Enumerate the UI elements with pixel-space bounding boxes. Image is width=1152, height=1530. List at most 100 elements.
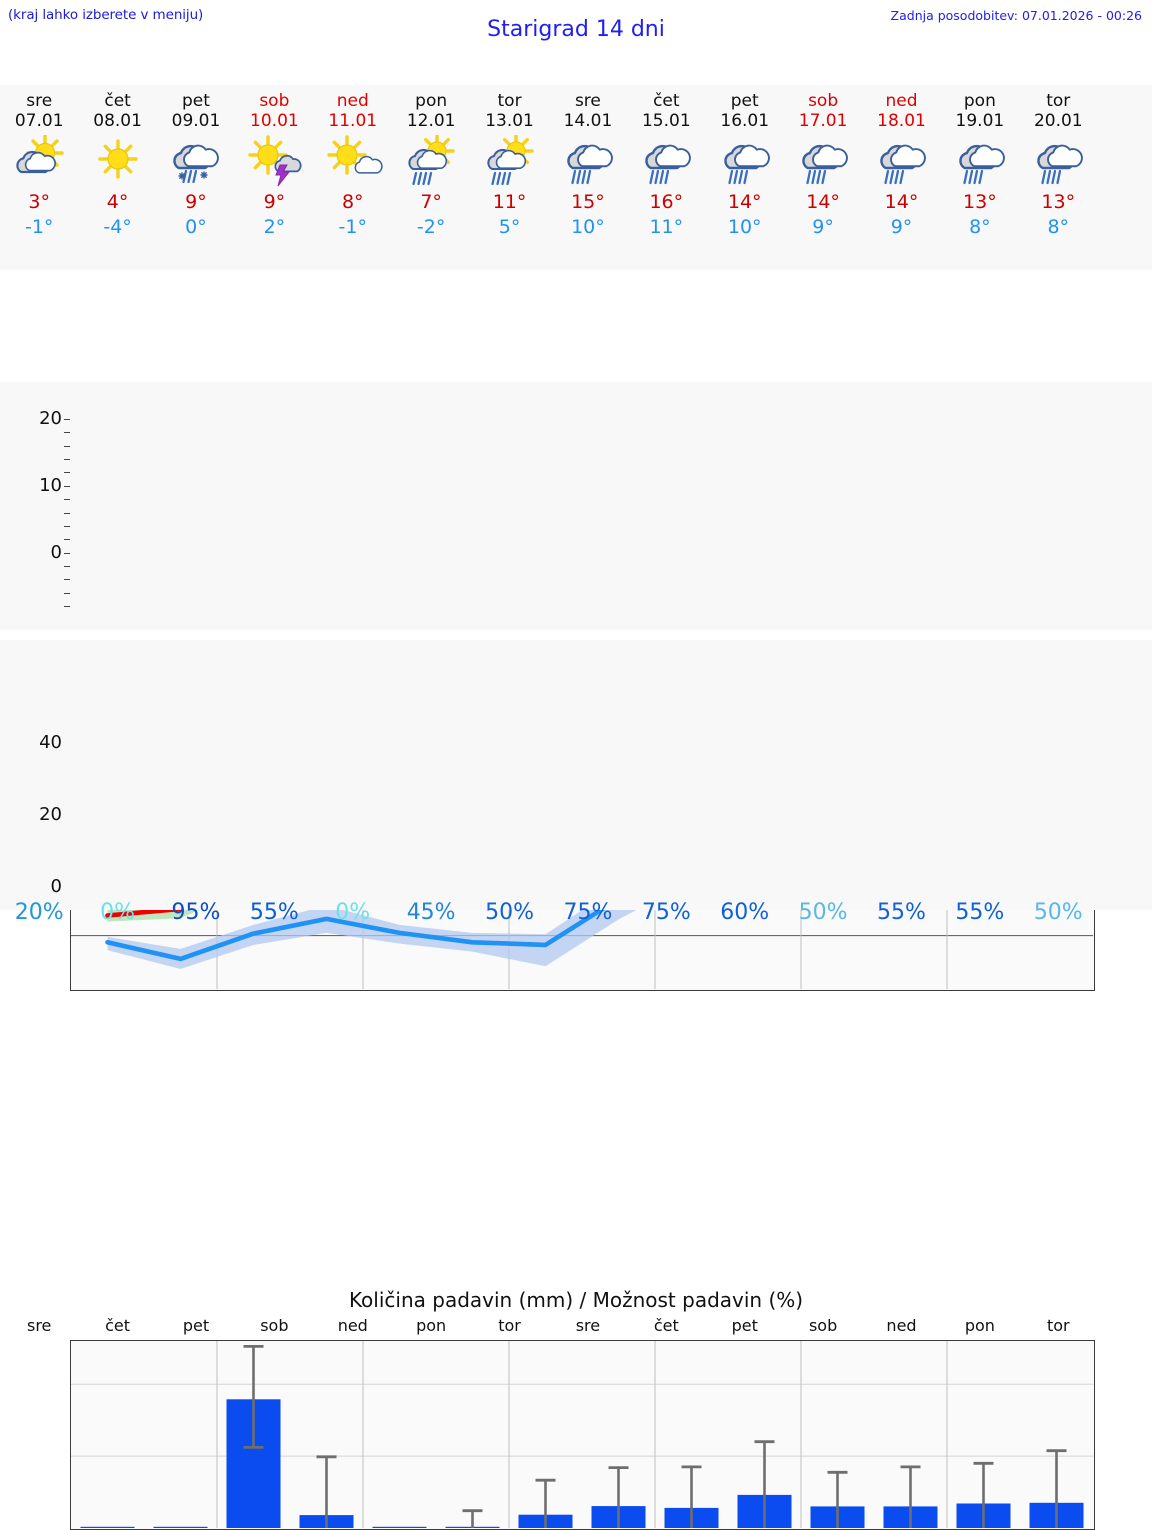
- day-min-temp: 11°: [649, 216, 684, 238]
- cloud-rain-icon: [556, 135, 620, 187]
- day-min-temp: 8°: [1047, 216, 1070, 238]
- day-date: 11.01: [328, 111, 378, 131]
- precipitation-y-tick-label: 0: [50, 876, 62, 897]
- temperature-axis-tick: [64, 565, 70, 567]
- day-date: 18.01: [877, 111, 926, 131]
- day-name: pet: [182, 91, 210, 111]
- temperature-axis-tick: [64, 512, 70, 514]
- day-forecast-cell[interactable]: pon 19.01 13° 8°: [941, 85, 1019, 270]
- precipitation-day-labels: sre čet pet sob ned pon tor sre čet pet sob ned pon t…: [0, 1316, 1152, 1335]
- precip-day-label: pon: [964, 1316, 995, 1335]
- menu-hint-text: (kraj lahko izberete v meniju): [8, 7, 204, 23]
- precip-day-label: tor: [1046, 1316, 1070, 1335]
- precip-probability-label: 60%: [720, 900, 770, 925]
- daily-forecast-strip: sre 07.01 3° -1° čet 08.01 4° -4° pet 09.01 9° 0°…: [0, 85, 1152, 270]
- day-name: pet: [730, 91, 759, 111]
- temperature-axis-tick: [64, 472, 70, 474]
- precip-probability-label: 45%: [406, 900, 456, 925]
- day-forecast-cell[interactable]: ned 18.01 14° 9°: [862, 85, 940, 270]
- day-name: ned: [336, 91, 369, 111]
- precipitation-probability-row: 20% 0% 95% 55% 0% 45% 50% 75% 75% 60% 50% 55% 55% 50%: [0, 900, 1152, 925]
- day-forecast-cell[interactable]: sre 14.01 15° 10°: [549, 85, 627, 270]
- day-name: sob: [259, 91, 290, 111]
- day-max-temp: 14°: [806, 191, 840, 213]
- precip-day-label: sob: [808, 1316, 838, 1335]
- day-min-temp: 2°: [263, 216, 286, 238]
- day-forecast-cell[interactable]: čet 15.01 16° 11°: [627, 85, 705, 270]
- precip-probability-label: 75%: [641, 900, 691, 925]
- temperature-axis-tick: [64, 459, 70, 461]
- day-date: 15.01: [641, 111, 691, 131]
- precip-day-label: pon: [416, 1316, 447, 1335]
- cloud-rain-icon: [1026, 135, 1090, 187]
- precip-probability-label: 55%: [955, 900, 1005, 925]
- sun-icon: [86, 135, 150, 187]
- cloud-rain-icon: [634, 135, 698, 187]
- precipitation-y-tick-label: 40: [39, 732, 62, 754]
- day-name: sre: [574, 91, 601, 111]
- precipitation-plot-svg: [71, 1341, 1093, 1528]
- day-name: ned: [885, 91, 918, 111]
- precipitation-chart-title: Količina padavin (mm) / Možnost padavin …: [348, 1288, 804, 1312]
- day-max-temp: 14°: [884, 191, 919, 213]
- day-forecast-cell[interactable]: sre 07.01 3° -1°: [0, 85, 78, 270]
- day-forecast-cell[interactable]: tor 13.01 11° 5°: [470, 85, 548, 270]
- day-forecast-cell[interactable]: sob 17.01 14° 9°: [784, 85, 862, 270]
- precip-day-label: čet: [105, 1316, 131, 1335]
- precip-probability-label: 0%: [100, 900, 136, 925]
- day-name: čet: [653, 91, 680, 111]
- day-forecast-cell[interactable]: pet 09.01 9° 0°: [157, 85, 235, 270]
- page-title: Starigrad 14 dni: [487, 17, 665, 42]
- day-min-temp: 10°: [727, 216, 762, 238]
- temperature-axis-tick: [64, 432, 70, 434]
- day-date: 16.01: [720, 111, 770, 131]
- day-max-temp: 16°: [649, 191, 684, 213]
- cloud-rain-snow-icon: [164, 135, 228, 187]
- day-date: 14.01: [563, 111, 613, 131]
- page-header: (kraj lahko izberete v meniju) Starigrad…: [0, 0, 1152, 60]
- day-name: sre: [26, 91, 53, 111]
- temperature-axis-tick: [64, 539, 70, 541]
- day-min-temp: -1°: [338, 216, 367, 238]
- last-updated-text: Zadnja posodobitev: 07.01.2026 - 00:26: [890, 8, 1142, 23]
- precip-probability-label: 50%: [798, 900, 848, 925]
- cloud-rain-icon: [948, 135, 1012, 187]
- precip-probability-label: 55%: [877, 900, 926, 925]
- sun-cloud-thunder-icon: [242, 135, 306, 187]
- precipitation-y-tick-label: 20: [39, 804, 62, 826]
- day-forecast-cell[interactable]: tor 20.01 13° 8°: [1019, 85, 1097, 270]
- day-name: čet: [104, 91, 131, 111]
- day-forecast-cell[interactable]: čet 08.01 4° -4°: [78, 85, 156, 270]
- precip-probability-label: 50%: [485, 900, 534, 925]
- precip-probability-label: 95%: [171, 900, 221, 925]
- day-name: tor: [1046, 91, 1071, 111]
- day-forecast-cell[interactable]: pet 16.01 14° 10°: [706, 85, 784, 270]
- temperature-chart-panel: Temperatura (°C) © vreme.us & vreme.pro …: [0, 382, 1152, 991]
- temperature-axis-tick: [64, 579, 70, 581]
- precip-day-label: ned: [886, 1316, 917, 1335]
- day-forecast-cell[interactable]: sob 10.01 9° 2°: [235, 85, 313, 270]
- precip-probability-label: 75%: [563, 900, 613, 925]
- day-forecast-cell[interactable]: pon 12.01 7° -2°: [392, 85, 470, 270]
- temperature-axis-tick: [64, 445, 70, 447]
- day-min-temp: 9°: [812, 216, 834, 238]
- day-max-temp: 8°: [341, 191, 364, 213]
- day-date: 13.01: [485, 111, 534, 131]
- day-min-temp: -1°: [24, 216, 54, 238]
- temperature-axis-tick: [64, 485, 70, 487]
- day-name: tor: [497, 91, 522, 111]
- precip-day-label: pet: [182, 1316, 210, 1335]
- precip-day-label: sre: [575, 1316, 601, 1335]
- day-name: sob: [808, 91, 839, 111]
- day-forecast-cell[interactable]: ned 11.01 8° -1°: [314, 85, 392, 270]
- temperature-axis-tick: [64, 525, 70, 527]
- temperature-axis-tick: [64, 606, 70, 607]
- precip-probability-label: 50%: [1033, 900, 1083, 925]
- sun-small-cloud-icon: [321, 135, 385, 187]
- sun-cloud-rain-icon: [478, 133, 542, 187]
- day-date: 12.01: [406, 111, 456, 131]
- day-min-temp: 9°: [890, 216, 913, 238]
- day-min-temp: 10°: [571, 216, 605, 238]
- temperature-y-tick-label: 20: [39, 408, 62, 429]
- day-max-temp: 9°: [263, 191, 286, 213]
